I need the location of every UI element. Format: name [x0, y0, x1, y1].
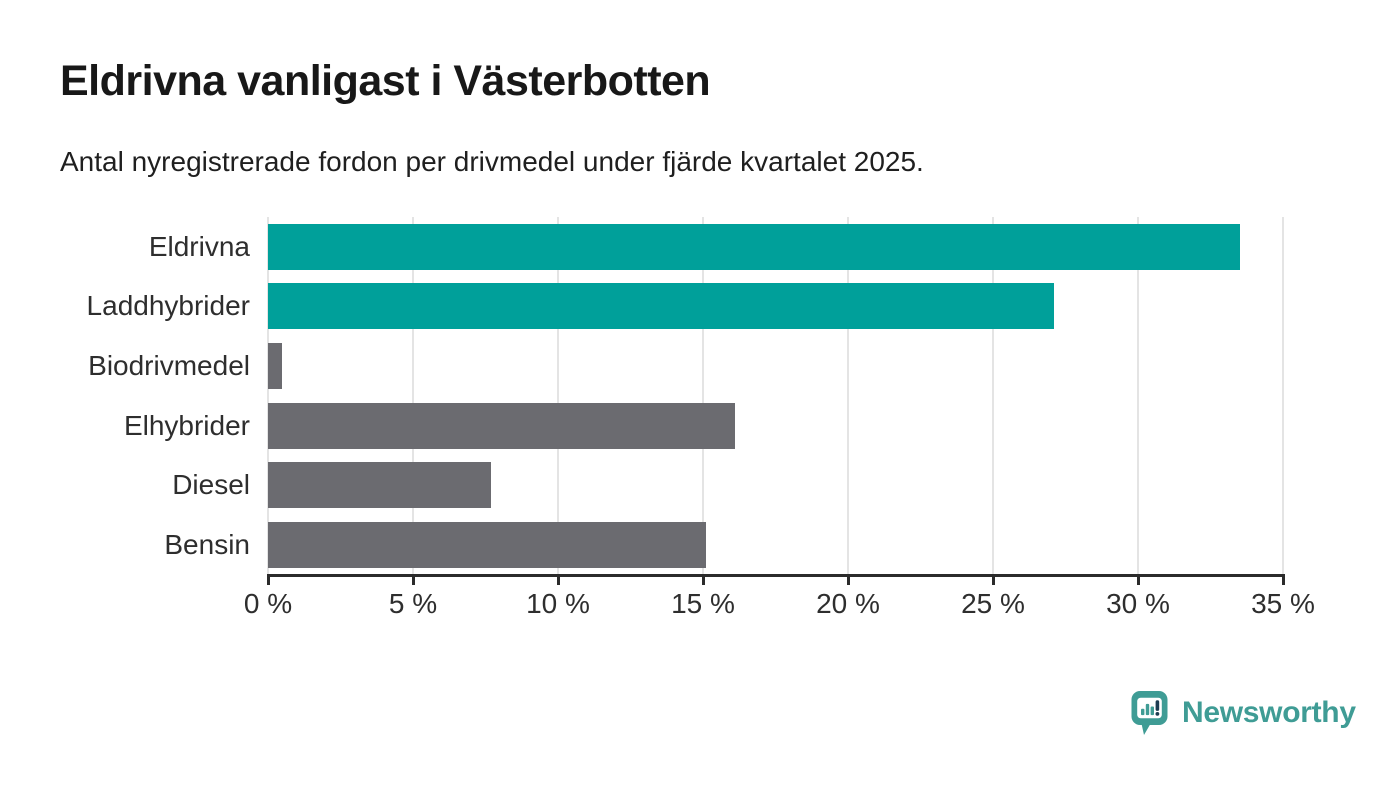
bar-row-bensin: Bensin [164, 515, 1283, 575]
gridline-x-15 [702, 217, 704, 575]
x-axis-tick-20 [847, 576, 850, 585]
x-tick-label-30: 30 % [1106, 588, 1170, 619]
category-label-diesel: Diesel [172, 469, 250, 501]
x-axis-tick-15 [702, 576, 705, 585]
x-tick-label-0: 0 % [243, 588, 293, 619]
x-tick-label-10: 10 % [526, 588, 590, 619]
page-title: Eldrivna vanligast i Västerbotten [60, 57, 711, 105]
x-axis-tick-5 [412, 576, 415, 585]
bar-row-elhybrider: Elhybrider [124, 396, 1283, 456]
bar-row-diesel: Diesel [172, 456, 1283, 516]
gridline-x-35 [1282, 217, 1284, 575]
bar-laddhybrider [268, 283, 1054, 330]
x-tick-label-15: 15 % [671, 588, 735, 619]
bar-row-biodrivmedel: Biodrivmedel [88, 336, 1283, 396]
gridline-x-0 [267, 217, 269, 575]
bar-biodrivmedel [268, 343, 283, 390]
bar-eldrivna [268, 223, 1240, 270]
gridline-x-25 [992, 217, 994, 575]
x-tick-label-20: 20 % [816, 588, 880, 619]
x-axis-tick-35 [1282, 576, 1285, 585]
x-tick-label-25: 25 % [961, 588, 1025, 619]
gridline-x-10 [557, 217, 559, 575]
brand-footer: Newsworthy [1129, 689, 1356, 737]
bar-row-eldrivna: Eldrivna [149, 217, 1283, 277]
gridline-x-20 [847, 217, 849, 575]
x-tick-label-35: 35 % [1251, 588, 1315, 619]
category-label-eldrivna: Eldrivna [148, 230, 250, 262]
bar-diesel [268, 462, 492, 509]
bar-elhybrider [268, 402, 735, 449]
brand-name: Newsworthy [1182, 696, 1356, 729]
bar-bensin [268, 522, 706, 569]
x-axis-line [267, 574, 1285, 577]
x-axis-tick-30 [1137, 576, 1140, 585]
category-label-laddhybrider: Laddhybrider [86, 290, 250, 322]
x-axis-tick-0 [267, 576, 270, 585]
bar-chart-plot-area: Eldrivna Laddhybrider Biodrivmedel Elhybrid… [87, 217, 1315, 619]
x-tick-label-5: 5 % [388, 588, 438, 619]
category-label-elhybrider: Elhybrider [123, 409, 250, 441]
chart-subtitle: Antal nyregistrerade fordon per drivmede… [60, 146, 924, 177]
gridline-x-30 [1137, 217, 1139, 575]
category-label-bensin: Bensin [164, 529, 250, 561]
bar-row-laddhybrider: Laddhybrider [87, 277, 1283, 337]
x-axis-tick-25 [992, 576, 995, 585]
category-label-biodrivmedel: Biodrivmedel [88, 350, 250, 382]
gridline-x-5 [412, 217, 414, 575]
x-axis-tick-10 [557, 576, 560, 585]
newsworthy-pin-barchart-icon [1131, 691, 1168, 735]
